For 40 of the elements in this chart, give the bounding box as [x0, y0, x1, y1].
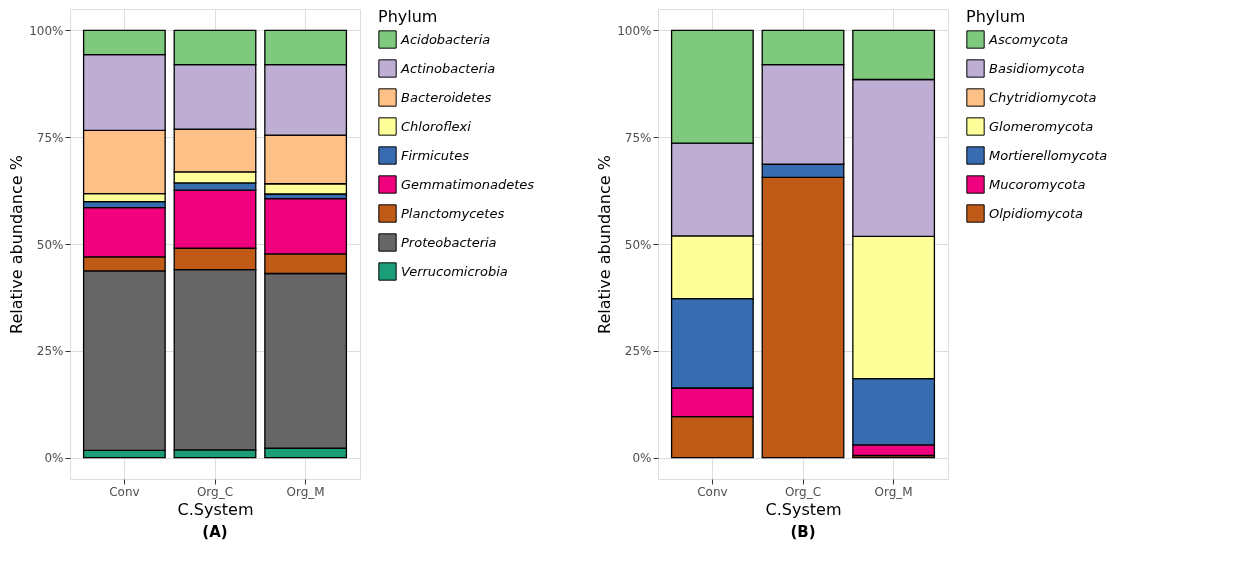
y-axis-title: Relative abundance %	[7, 155, 27, 334]
legend-label: Gemmatimonadetes	[401, 176, 535, 192]
y-tick-label: 0%	[632, 451, 652, 466]
text: (A)	[202, 523, 228, 541]
legend-title: Phylum	[966, 7, 1026, 26]
y-tick-label: 50%	[36, 237, 64, 252]
y-tick-label: 50%	[624, 237, 652, 252]
text: (B)	[790, 523, 816, 541]
legend-label: Chloroflexi	[401, 118, 472, 134]
legend-label: Basidiomycota	[989, 60, 1085, 76]
y-tick-label: 25%	[624, 344, 652, 359]
legend-label: Chytridiomycota	[989, 89, 1097, 105]
y-tick-label: 75%	[36, 130, 64, 145]
legend-label: Mucoromycota	[989, 176, 1086, 192]
y-tick-label: 75%	[624, 130, 652, 145]
legend-label: Actinobacteria	[400, 60, 496, 76]
legend-label: Olpidiomycota	[989, 205, 1084, 221]
legend-label: Ascomycota	[988, 31, 1069, 47]
y-axis-title: Relative abundance %	[595, 155, 615, 334]
legend-label: Firmicutes	[401, 147, 470, 163]
x-axis-title: C.System	[177, 499, 254, 519]
x-tick-label: Org_C	[784, 484, 822, 499]
legend-label: Planctomycetes	[401, 205, 505, 221]
y-tick-label: 100%	[29, 23, 64, 38]
y-tick-label: 0%	[44, 451, 64, 466]
legend-label: Verrucomicrobia	[401, 263, 508, 279]
x-tick-label: Conv	[697, 484, 728, 499]
x-tick-label: Org_C	[196, 484, 234, 499]
y-tick-label: 25%	[36, 344, 64, 359]
legend-label: Glomeromycota	[989, 118, 1094, 134]
legend-label: Bacteroidetes	[401, 89, 492, 105]
y-tick-label: 100%	[617, 23, 652, 38]
legend-label: Proteobacteria	[401, 234, 497, 250]
legend-title: Phylum	[378, 7, 438, 26]
x-axis-title: C.System	[765, 499, 842, 519]
x-tick-label: Org_M	[286, 484, 325, 499]
x-tick-label: Conv	[109, 484, 140, 499]
legend-label: Acidobacteria	[400, 31, 491, 47]
legend-label: Mortierellomycota	[989, 147, 1108, 163]
x-tick-label: Org_M	[874, 484, 913, 499]
